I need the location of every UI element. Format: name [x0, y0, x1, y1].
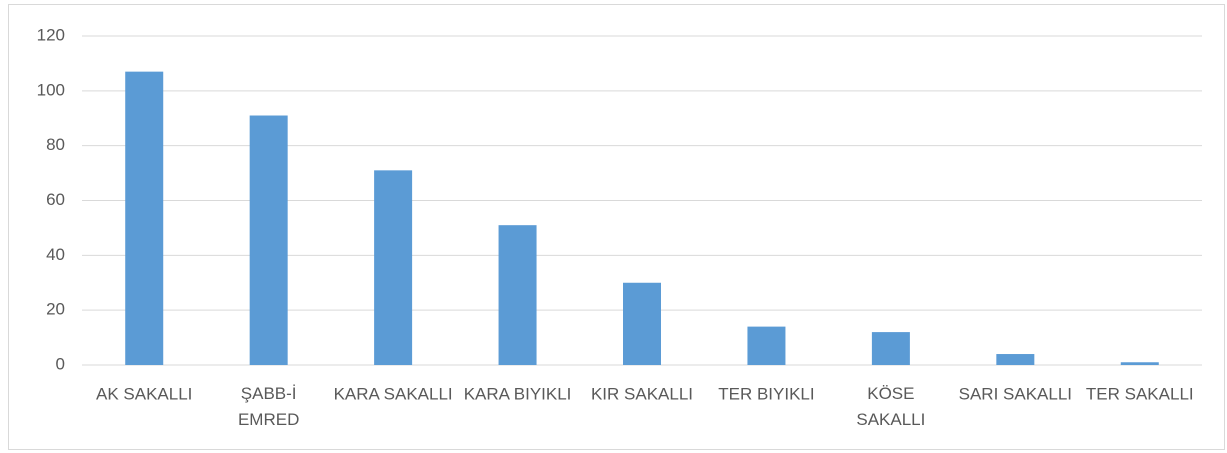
- x-tick-label: TER BIYIKLI: [718, 384, 814, 403]
- y-tick-label: 80: [46, 135, 65, 154]
- y-tick-label: 60: [46, 190, 65, 209]
- x-tick-label: KÖSE SAKALLI: [856, 384, 925, 429]
- x-tick-label: ŞABB-İ EMRED: [238, 384, 299, 429]
- bar: [623, 282, 661, 365]
- y-tick-label: 40: [46, 245, 65, 264]
- chart-border: [8, 4, 1225, 450]
- y-tick-label: 0: [56, 354, 65, 373]
- x-tick-label: TER SAKALLI: [1086, 384, 1194, 403]
- x-tick-label: KARA SAKALLI: [334, 384, 453, 403]
- bar: [249, 115, 288, 365]
- x-tick-label: SARI SAKALLI: [959, 384, 1072, 403]
- bar: [374, 170, 413, 365]
- y-tick-label: 20: [46, 300, 65, 319]
- x-tick-label: KARA BIYIKLI: [464, 384, 572, 403]
- bar: [498, 225, 537, 365]
- bar: [996, 354, 1035, 365]
- bar: [125, 71, 164, 366]
- y-tick-label: 100: [37, 80, 65, 99]
- bar: [1120, 362, 1159, 365]
- bar: [747, 326, 786, 365]
- y-tick-label: 120: [37, 25, 65, 44]
- bar: [871, 332, 910, 365]
- x-tick-label: KIR SAKALLI: [591, 384, 693, 403]
- x-tick-label: AK SAKALLI: [96, 384, 192, 403]
